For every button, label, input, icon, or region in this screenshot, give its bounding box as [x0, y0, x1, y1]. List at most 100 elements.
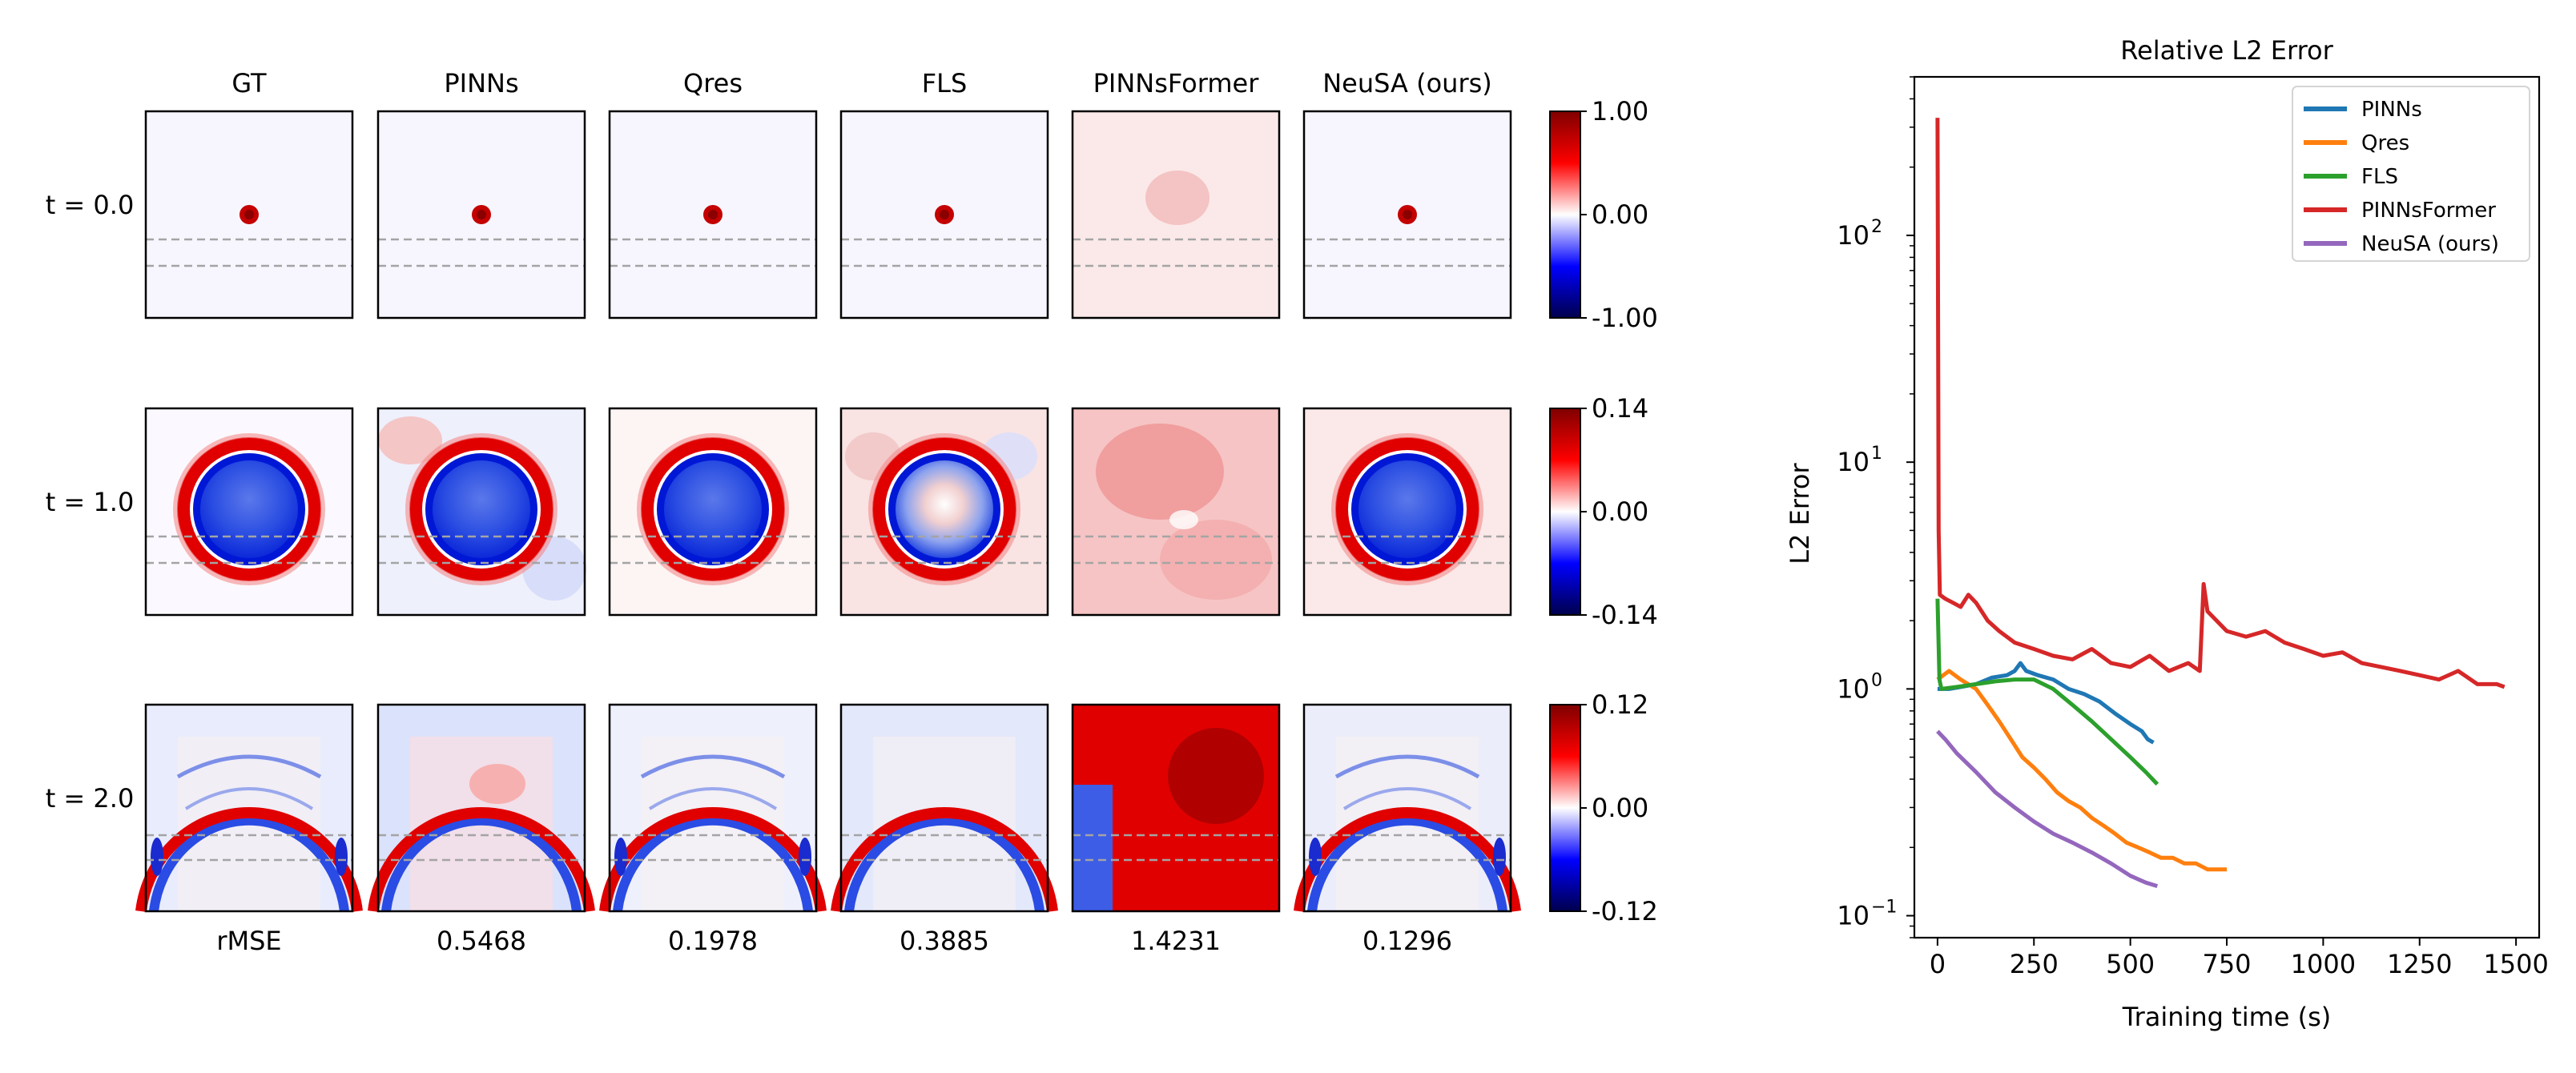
source-core	[1403, 210, 1412, 219]
column-title: Qres	[683, 68, 743, 98]
x-tick-label: 750	[2202, 949, 2251, 979]
edge-trough	[151, 838, 163, 876]
wave-front-trough	[844, 815, 1044, 912]
heatmap-frame	[839, 407, 1049, 617]
field-blob	[1073, 785, 1113, 911]
heatmap-cell-0-5	[1302, 110, 1512, 319]
metric-value: 0.3885	[900, 926, 989, 956]
heatmap-frame	[1071, 703, 1281, 913]
x-tick-label: 1000	[2291, 949, 2356, 979]
y-tick-label: 10	[1837, 447, 1870, 477]
x-tick-label: 250	[2010, 949, 2059, 979]
wave-front-trough	[613, 815, 813, 912]
y-tick-exponent: 0	[1871, 670, 1882, 690]
source-core	[940, 210, 949, 219]
row-label: t = 0.0	[46, 190, 135, 220]
series-lines	[1935, 118, 2506, 888]
heatmap-cell-2-4	[1071, 703, 1281, 913]
wave-crest-ring	[177, 437, 321, 581]
heatmap-cell-2-3	[831, 703, 1058, 913]
field-blob	[469, 764, 525, 804]
heatmap-frame	[144, 703, 354, 913]
heatmap-cell-0-2	[608, 110, 818, 319]
colorbar-tick-label: -0.12	[1592, 896, 1658, 926]
wave-interior	[895, 460, 994, 559]
wave-front-trough	[1307, 815, 1507, 912]
heatmap-frame	[376, 703, 586, 913]
heatmap-grid: GT PINNs Qres FLS PINNsFormer NeuSA (ours) t =…	[46, 68, 1658, 956]
legend-label: PINNsFormer	[2361, 199, 2496, 223]
colorbar	[1549, 704, 1581, 912]
heatmap-cell-1-1	[376, 407, 586, 617]
y-axis-label: L2 Error	[1785, 462, 1815, 564]
wave-crest-ring	[409, 437, 553, 581]
wave-interior	[663, 460, 763, 559]
column-title: PINNsFormer	[1093, 68, 1260, 98]
field-blob	[1169, 510, 1198, 529]
colorbar-tick-label: 0.00	[1592, 496, 1648, 527]
colorbar	[1549, 111, 1581, 319]
heatmap-cell-2-5	[1294, 703, 1521, 913]
reflected-wave	[184, 787, 314, 810]
colorbar-tick-label: 0.12	[1592, 689, 1648, 720]
row-label: t = 1.0	[46, 487, 135, 517]
metric-value: 0.1978	[668, 926, 758, 956]
wave-interior	[1358, 460, 1457, 559]
heatmap-cell-2-1	[368, 703, 595, 913]
heatmap-frame	[376, 407, 586, 617]
series-line-1	[1936, 669, 2227, 872]
series-line-3	[1935, 118, 2506, 689]
heatmap-frame	[839, 110, 1049, 319]
x-tick-label: 0	[1930, 949, 1946, 979]
column-title: NeuSA (ours)	[1322, 68, 1492, 98]
wave-crest-ring	[641, 437, 785, 581]
wave-front-trough	[381, 815, 582, 912]
reflected-wave	[176, 754, 322, 779]
legend-box	[2292, 86, 2530, 262]
heatmap-cell-1-4	[1071, 407, 1281, 617]
reflected-wave	[1334, 754, 1480, 779]
colorbar-tick-label: 0.00	[1592, 199, 1648, 230]
metric-value: 1.4231	[1131, 926, 1221, 956]
reflected-wave	[648, 787, 778, 810]
field-blob	[1160, 520, 1272, 600]
y-tick-exponent: −1	[1871, 898, 1897, 918]
plot-title: Relative L2 Error	[2120, 35, 2333, 66]
field-blob	[378, 416, 442, 464]
field-blob	[1168, 728, 1264, 824]
colorbar-tick-label: 0.00	[1592, 793, 1648, 823]
wave-node-ring	[654, 450, 772, 569]
wave-crest-fade	[173, 433, 325, 585]
wave-crest-fade	[405, 433, 557, 585]
heatmap-frame	[608, 407, 818, 617]
edge-trough	[614, 838, 627, 876]
wave-crest-fade	[637, 433, 789, 585]
heatmap-cell-1-0	[144, 407, 354, 617]
x-tick-label: 1250	[2387, 949, 2452, 979]
heatmap-frame	[608, 703, 818, 913]
heatmap-cell-2-2	[599, 703, 827, 913]
wave-front-crest	[368, 806, 595, 912]
heatmap-frame	[144, 110, 354, 319]
field-blob	[1096, 424, 1224, 520]
wave-node-ring	[190, 450, 308, 569]
metric-value: 0.1296	[1362, 926, 1452, 956]
wave-interior	[432, 460, 531, 559]
metric-label: rMSE	[216, 926, 281, 956]
column-title: PINNs	[444, 68, 518, 98]
heatmap-cell-2-0	[135, 703, 363, 913]
legend-label: PINNs	[2361, 98, 2422, 122]
series-line-2	[1935, 598, 2159, 786]
x-tick-label: 500	[2106, 949, 2155, 979]
colorbar-tick-label: 0.14	[1592, 393, 1648, 424]
colorbar	[1549, 408, 1581, 616]
legend-label: Qres	[2361, 131, 2409, 155]
heatmap-frame	[1302, 407, 1512, 617]
wave-node-ring	[1348, 450, 1467, 569]
wave-front-trough	[149, 815, 349, 912]
heatmap-frame	[1302, 110, 1512, 319]
y-tick-exponent: 2	[1871, 217, 1882, 237]
colorbar-tick-label: -0.14	[1592, 600, 1658, 630]
series-line-4	[1936, 729, 2159, 888]
